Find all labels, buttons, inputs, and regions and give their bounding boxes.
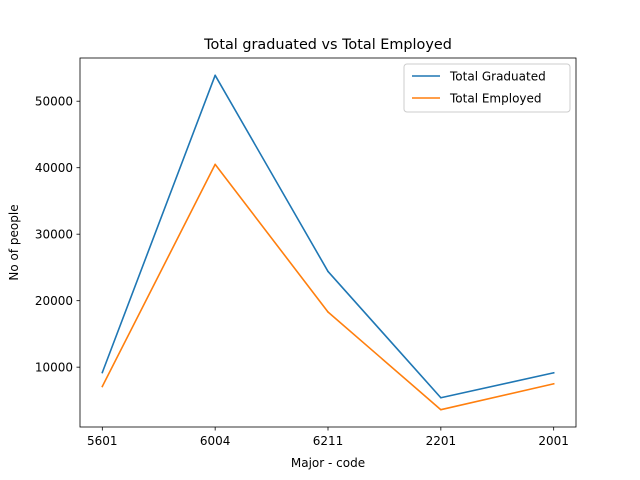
data-point [552,372,555,374]
y-tick-label: 40000 [35,161,73,175]
x-tick-label: 6004 [200,434,231,448]
legend-label: Total Employed [449,92,542,106]
data-point [214,74,216,77]
data-point [327,270,329,273]
data-point [214,163,216,166]
data-point [101,371,104,374]
chart-title: Total graduated vs Total Employed [203,37,452,53]
legend: Total Graduated Total Employed [403,63,571,113]
y-axis-label: No of people [7,204,21,280]
x-axis-label: Major - code [291,456,365,470]
x-tick-label: 2201 [426,434,457,448]
plot-area [80,58,576,427]
data-point [440,396,442,399]
legend-label: Total Graduated [449,70,546,84]
x-tick-label: 2001 [538,434,569,448]
y-tick-label: 30000 [35,227,73,241]
data-point [440,408,442,411]
data-point [101,385,104,388]
legend-box [403,63,571,113]
plot-frame [79,57,577,428]
y-tick-label: 20000 [35,294,73,308]
data-point [552,382,555,385]
x-tick-label: 5601 [87,434,118,448]
series-layer [101,74,555,411]
y-tick-label: 50000 [35,95,73,109]
x-axis-ticks: 5601 6004 6211 2201 2001 [87,427,569,448]
data-point [327,311,329,313]
y-axis-ticks: 10000 20000 30000 40000 50000 [35,95,80,374]
x-tick-label: 6211 [313,434,344,448]
y-tick-label: 10000 [35,360,73,374]
